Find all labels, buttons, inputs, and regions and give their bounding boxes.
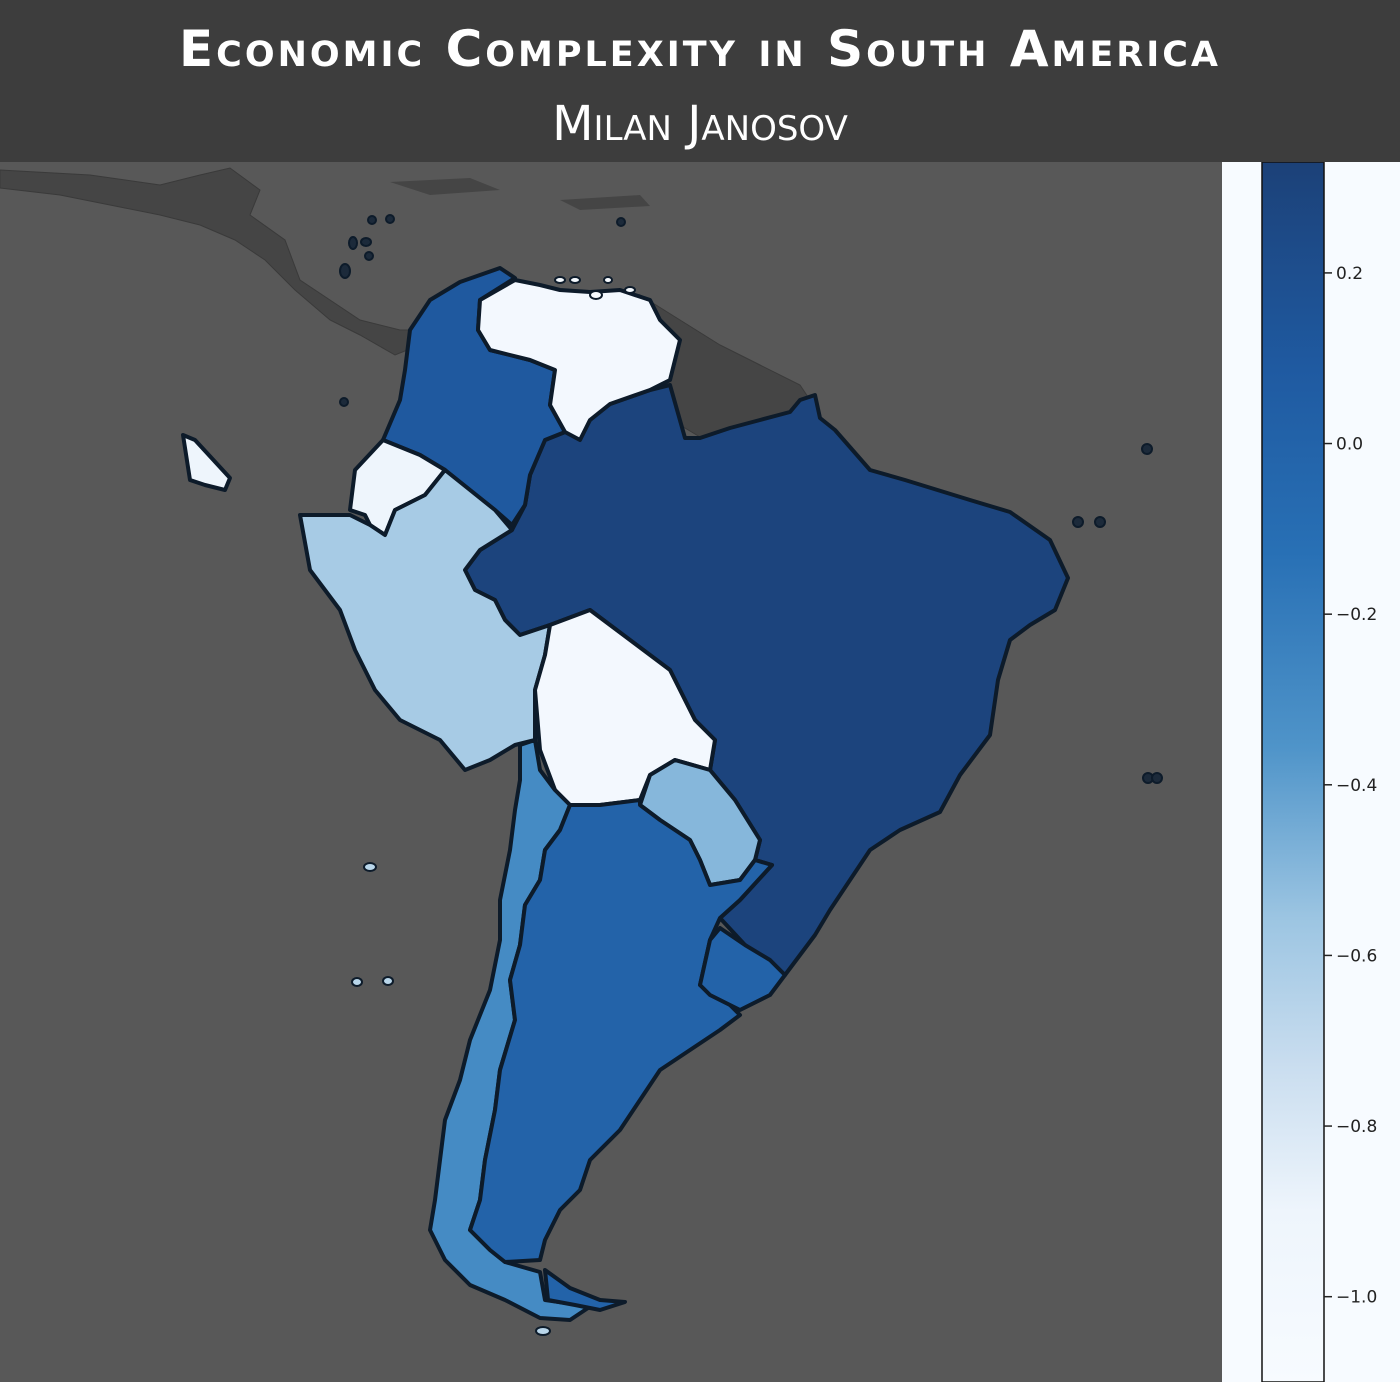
island: [569, 276, 581, 284]
island: [589, 290, 603, 300]
colorbar-tick-label: −0.2: [1336, 605, 1377, 625]
colorbar-tick-label: −0.4: [1336, 776, 1377, 796]
map-author: Milan Janosov: [552, 96, 848, 152]
region-galapagos: [181, 433, 232, 492]
island: [382, 976, 394, 986]
island: [363, 862, 377, 872]
colorbar-tick-label: 0.2: [1336, 264, 1363, 284]
island: [385, 214, 395, 224]
colorbar: 0.2 0.0 −0.2 −0.4 −0.6 −0.8 −1.0: [1261, 162, 1377, 1382]
island: [1094, 516, 1106, 528]
island: [603, 276, 613, 284]
island: [364, 251, 374, 261]
caribbean-islands: [390, 178, 650, 210]
island: [348, 236, 358, 250]
island: [339, 397, 349, 407]
south-america-map: [0, 162, 1222, 1382]
island: [339, 263, 351, 279]
small-islands: [339, 214, 1163, 1336]
island: [1072, 516, 1084, 528]
region-uruguay: [698, 926, 787, 1012]
region-argentina: [468, 798, 774, 1264]
map-header: Economic Complexity in South America Mil…: [0, 0, 1400, 162]
island: [360, 237, 372, 247]
colorbar-tick-label: −0.6: [1336, 946, 1377, 966]
map-title: Economic Complexity in South America: [178, 20, 1222, 78]
island: [351, 977, 363, 987]
island: [616, 217, 626, 227]
island: [1151, 772, 1163, 784]
colorbar-gradient: [1261, 162, 1325, 1382]
island: [624, 286, 636, 294]
island: [1141, 443, 1153, 455]
region-tierra-del-fuego: [543, 1268, 627, 1312]
colorbar-tick-label: 0.0: [1336, 435, 1363, 455]
island: [535, 1326, 551, 1336]
island: [554, 276, 566, 284]
colorbar-tick-label: −1.0: [1336, 1288, 1377, 1308]
region-peru: [298, 468, 552, 772]
colorbar-tick-label: −0.8: [1336, 1117, 1377, 1137]
region-venezuela: [476, 278, 682, 442]
island: [367, 215, 377, 225]
